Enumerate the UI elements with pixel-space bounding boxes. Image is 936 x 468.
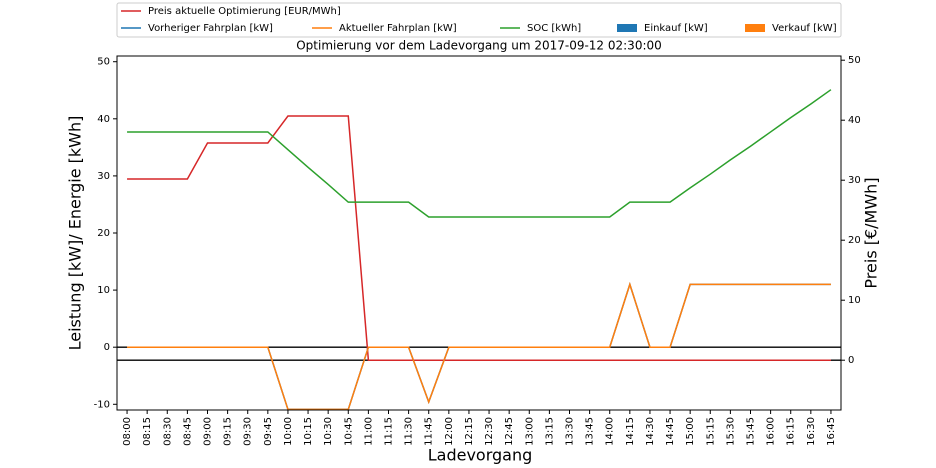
legend-label: Vorheriger Fahrplan [kW] — [148, 23, 273, 34]
x-tick-label: 13:45 — [585, 417, 596, 446]
legend-box — [116, 2, 842, 38]
y2-tick-label: 10 — [848, 295, 861, 306]
x-tick-label: 12:30 — [484, 417, 495, 446]
x-tick-label: 08:15 — [142, 417, 153, 446]
x-tick-label: 16:00 — [766, 417, 777, 446]
y-tick-label: -10 — [94, 399, 110, 410]
x-tick-label: 14:00 — [605, 417, 616, 446]
x-tick-label: 09:30 — [243, 417, 254, 446]
legend-label: SOC [kWh] — [527, 23, 581, 34]
y2-tick-label: 20 — [848, 235, 861, 246]
x-tick-label: 11:30 — [404, 417, 415, 446]
y-tick-label: 30 — [97, 171, 110, 182]
x-tick-label: 13:00 — [524, 417, 535, 446]
legend-label: Preis aktuelle Optimierung [EUR/MWh] — [148, 6, 341, 17]
x-tick-label: 11:00 — [363, 417, 374, 446]
x-tick-label: 16:15 — [786, 417, 797, 446]
x-tick-label: 11:45 — [424, 417, 435, 446]
line-series — [127, 115, 831, 361]
x-tick-label: 09:45 — [263, 417, 274, 446]
x-tick-label: 13:15 — [544, 417, 555, 446]
x-tick-label: 09:15 — [223, 417, 234, 446]
x-tick-label: 12:15 — [464, 417, 475, 446]
x-tick-label: 12:00 — [444, 417, 455, 446]
x-tick-label: 08:00 — [122, 417, 133, 446]
y-tick-label: 0 — [104, 342, 110, 353]
x-tick-label: 16:30 — [806, 417, 817, 446]
x-tick-label: 14:45 — [665, 417, 676, 446]
x-tick-label: 10:30 — [323, 417, 334, 446]
y-tick-label: 40 — [97, 114, 110, 125]
y2-tick-label: 40 — [848, 115, 861, 126]
x-tick-label: 12:45 — [504, 417, 515, 446]
x-tick-label: 11:15 — [384, 417, 395, 446]
x-tick-label: 15:45 — [746, 417, 757, 446]
x-tick-label: 14:15 — [625, 417, 636, 446]
y2-tick-label: 0 — [848, 355, 854, 366]
x-tick-label: 10:45 — [343, 417, 354, 446]
legend-label: Aktueller Fahrplan [kW] — [339, 23, 457, 34]
y2-tick-label: 30 — [848, 175, 861, 186]
x-tick-label: 10:00 — [283, 417, 294, 446]
x-tick-label: 09:00 — [203, 417, 214, 446]
legend-label: Einkauf [kW] — [644, 23, 708, 34]
x-tick-label: 15:00 — [685, 417, 696, 446]
y-axis-label: Leistung [kW]/ Energie [kWh] — [66, 116, 85, 351]
legend-label: Verkauf [kW] — [772, 23, 837, 34]
x-tick-label: 10:15 — [303, 417, 314, 446]
x-tick-label: 08:30 — [162, 417, 173, 446]
y2-axis-label: Preis [€/MWh] — [862, 177, 881, 288]
x-axis-label: Ladevorgang — [428, 446, 533, 465]
x-tick-label: 08:45 — [182, 417, 193, 446]
x-tick-label: 15:15 — [705, 417, 716, 446]
y-tick-label: 20 — [97, 228, 110, 239]
line-series — [127, 281, 831, 411]
x-tick-label: 15:30 — [725, 417, 736, 446]
legend-swatch — [617, 24, 637, 32]
x-tick-label: 16:45 — [826, 417, 837, 446]
x-tick-label: 14:30 — [645, 417, 656, 446]
x-tick-label: 13:30 — [565, 417, 576, 446]
legend-swatch — [745, 24, 765, 32]
plot-frame — [116, 55, 842, 411]
y-tick-label: 10 — [97, 285, 110, 296]
chart-title: Optimierung vor dem Ladevorgang um 2017-… — [296, 39, 662, 53]
line-series — [127, 89, 832, 218]
y-tick-label: 50 — [97, 57, 110, 68]
y2-tick-label: 50 — [848, 55, 861, 66]
